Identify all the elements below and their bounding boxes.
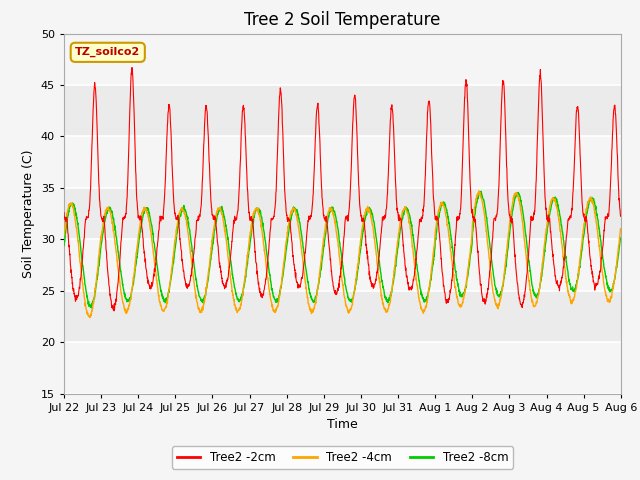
Bar (64, 240, 621, 291)
Title: Tree 2 Soil Temperature: Tree 2 Soil Temperature (244, 11, 440, 29)
Y-axis label: Soil Temperature (C): Soil Temperature (C) (22, 149, 35, 278)
Text: TZ_soilco2: TZ_soilco2 (75, 47, 140, 58)
Bar (64, 34, 621, 85)
Bar (64, 342, 621, 394)
X-axis label: Time: Time (327, 418, 358, 431)
Bar (64, 136, 621, 188)
Legend: Tree2 -2cm, Tree2 -4cm, Tree2 -8cm: Tree2 -2cm, Tree2 -4cm, Tree2 -8cm (172, 446, 513, 469)
